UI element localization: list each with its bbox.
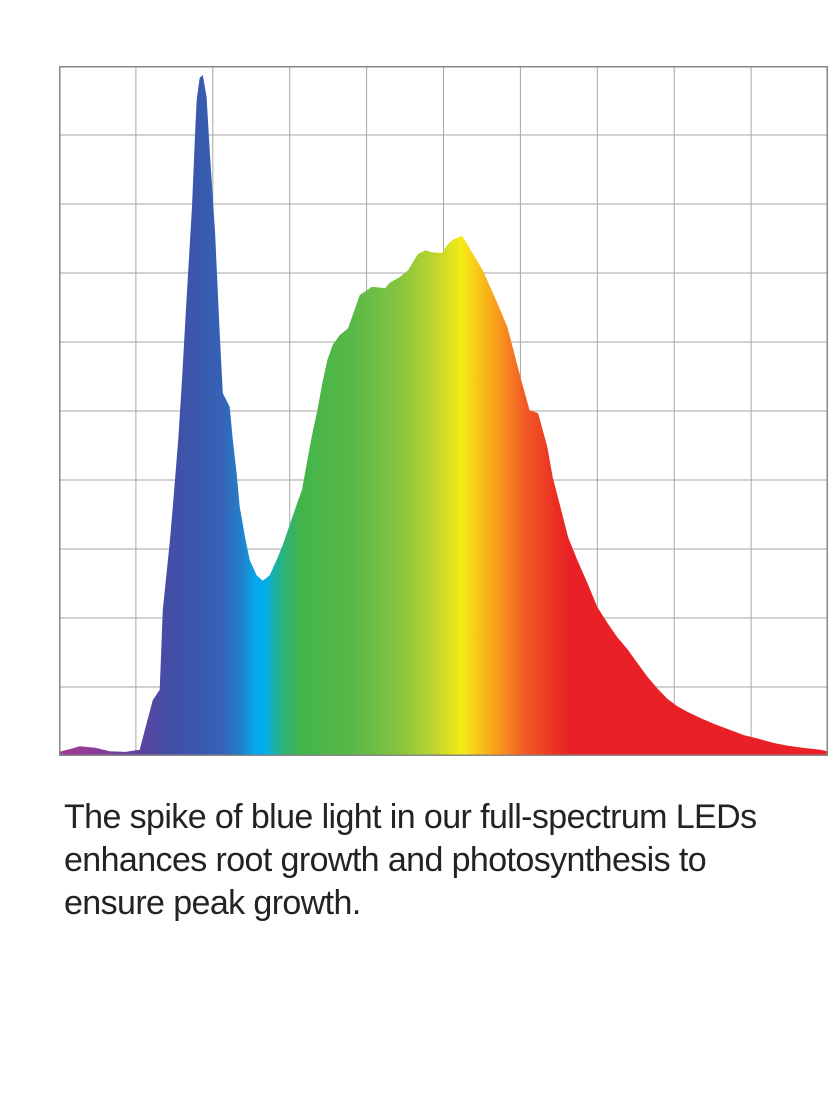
- caption-line-1: The spike of blue light in our full-spec…: [64, 798, 757, 836]
- plot-frame: [59, 66, 828, 756]
- caption: The spike of blue light in our full-spec…: [64, 796, 784, 925]
- spectrum-svg: [59, 66, 828, 756]
- caption-line-3: ensure peak growth.: [64, 884, 361, 922]
- caption-line-2: enhances root growth and photosynthesis …: [64, 841, 707, 879]
- spectrum-chart: [59, 66, 828, 756]
- spectrum-area: [59, 75, 828, 756]
